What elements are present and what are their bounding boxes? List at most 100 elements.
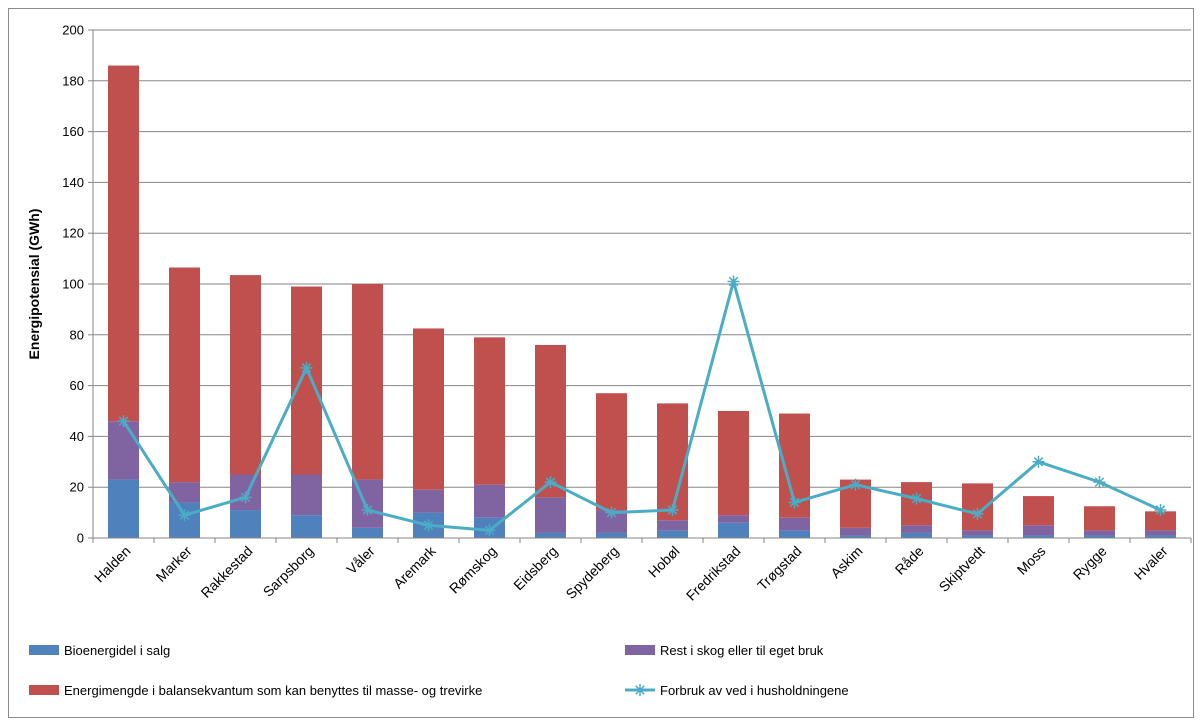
bar-segment bbox=[1084, 535, 1115, 538]
legend-label: Rest i skog eller til eget bruk bbox=[660, 643, 824, 658]
bar-segment bbox=[596, 532, 627, 538]
line-point-marker bbox=[544, 476, 557, 489]
bar-segment bbox=[1145, 530, 1176, 536]
x-tick-label: Aremark bbox=[390, 542, 439, 591]
line-point-marker bbox=[422, 519, 435, 532]
bar-segment bbox=[718, 515, 749, 523]
legend-swatch bbox=[29, 685, 59, 695]
bar-segment bbox=[474, 337, 505, 485]
y-tick-label: 200 bbox=[62, 23, 84, 38]
x-tick-label: Råde bbox=[892, 543, 927, 578]
bar-segment bbox=[108, 65, 139, 422]
bar-segment bbox=[230, 510, 261, 538]
line-point-marker bbox=[727, 275, 740, 288]
line-point-marker bbox=[910, 492, 923, 505]
legend-item: Forbruk av ved i husholdningene bbox=[625, 683, 849, 698]
line-series bbox=[117, 275, 1167, 537]
line-point-marker bbox=[361, 504, 374, 517]
bar-segment bbox=[291, 286, 322, 475]
bar-segment bbox=[169, 482, 200, 503]
line-point-marker bbox=[117, 415, 130, 428]
legend-item: Energimengde i balansekvantum som kan be… bbox=[29, 683, 482, 698]
bar-segment bbox=[535, 532, 566, 538]
x-tick-label: Våler bbox=[343, 543, 378, 578]
x-tick-labels: Halden Marker Rakkestad Sarpsborg Våler Arema… bbox=[91, 542, 1171, 604]
bar-segment bbox=[291, 474, 322, 516]
line-point-marker bbox=[178, 509, 191, 522]
bar-segment bbox=[1023, 535, 1054, 538]
series-line bbox=[122, 279, 1162, 532]
bar-segment bbox=[352, 284, 383, 480]
y-axis-title: Energipotensial (GWh) bbox=[26, 209, 42, 360]
x-tick-label: Halden bbox=[91, 543, 134, 586]
line-point-marker bbox=[788, 496, 801, 509]
line-point-marker bbox=[849, 478, 862, 491]
line-point-marker bbox=[483, 524, 496, 537]
legend-swatch bbox=[625, 645, 655, 655]
y-tick-label: 160 bbox=[62, 124, 84, 139]
bar-segment bbox=[657, 403, 688, 521]
legend-label: Forbruk av ved i husholdningene bbox=[660, 683, 849, 698]
legend-label: Energimengde i balansekvantum som kan be… bbox=[64, 683, 482, 698]
gridlines bbox=[93, 29, 1191, 488]
legend-label: Bioenergidel i salg bbox=[64, 643, 170, 658]
bar-segment bbox=[657, 520, 688, 531]
legend-marker bbox=[634, 684, 646, 696]
y-tick-labels: 0 20 40 60 80 100 120 140 160 180 200 bbox=[62, 23, 84, 546]
bar-segment bbox=[1023, 525, 1054, 536]
bar-segment bbox=[1145, 511, 1176, 531]
line-point-marker bbox=[239, 491, 252, 504]
bar-segment bbox=[779, 517, 810, 531]
line-point-marker bbox=[1154, 504, 1167, 517]
bar-segment bbox=[596, 393, 627, 511]
line-point-marker bbox=[1093, 476, 1106, 489]
legend-item: Bioenergidel i salg bbox=[29, 643, 170, 658]
y-tick-label: 120 bbox=[62, 226, 84, 241]
x-tick-label: Eidsberg bbox=[510, 543, 560, 593]
x-tick-label: Trøgstad bbox=[754, 543, 805, 594]
bar-segment bbox=[291, 515, 322, 538]
bar-segment bbox=[535, 497, 566, 533]
x-tick-label: Sarpsborg bbox=[260, 543, 317, 600]
legend-swatch bbox=[29, 645, 59, 655]
line-point-marker bbox=[605, 506, 618, 519]
bar-segment bbox=[840, 535, 871, 538]
line-point-marker bbox=[1032, 455, 1045, 468]
x-tick-label: Marker bbox=[153, 543, 195, 585]
bar-segment bbox=[657, 530, 688, 538]
x-tick-label: Spydeberg bbox=[562, 543, 621, 602]
y-tick-label: 100 bbox=[62, 277, 84, 292]
y-tick-label: 40 bbox=[70, 429, 84, 444]
bar-segment bbox=[108, 421, 139, 480]
bar-segment bbox=[413, 328, 444, 490]
bar-segment bbox=[596, 510, 627, 533]
x-tick-label: Hvaler bbox=[1131, 543, 1171, 583]
y-tick-label: 0 bbox=[77, 531, 84, 546]
bar-segment bbox=[1023, 496, 1054, 526]
chart-frame: 0 20 40 60 80 100 120 140 160 180 200 Halden Marker… bbox=[8, 8, 1194, 718]
y-tick-label: 140 bbox=[62, 175, 84, 190]
bar-segment bbox=[169, 267, 200, 483]
bar-segment bbox=[230, 275, 261, 475]
bar-segment bbox=[840, 527, 871, 536]
x-tick-label: Fredrikstad bbox=[683, 543, 744, 604]
y-tick-label: 180 bbox=[62, 73, 84, 88]
x-tick-label: Rømskog bbox=[446, 543, 500, 597]
line-point-marker bbox=[300, 361, 313, 374]
y-tick-label: 20 bbox=[70, 480, 84, 495]
x-tick-label: Hobøl bbox=[645, 543, 683, 581]
bar-segment bbox=[962, 530, 993, 536]
x-tick-label: Rakkestad bbox=[198, 543, 256, 601]
bar-segment bbox=[1084, 506, 1115, 531]
x-tick-label: Rygge bbox=[1070, 543, 1110, 583]
line-point-marker bbox=[666, 504, 679, 517]
x-tick-label: Askim bbox=[827, 543, 865, 581]
bars bbox=[108, 65, 1176, 538]
axes bbox=[88, 29, 1192, 543]
bar-segment bbox=[962, 483, 993, 531]
legend-item: Rest i skog eller til eget bruk bbox=[625, 643, 824, 658]
bar-segment bbox=[779, 530, 810, 538]
bar-segment bbox=[413, 489, 444, 513]
bar-segment bbox=[901, 525, 932, 533]
x-tick-label: Skiptvedt bbox=[936, 543, 988, 595]
